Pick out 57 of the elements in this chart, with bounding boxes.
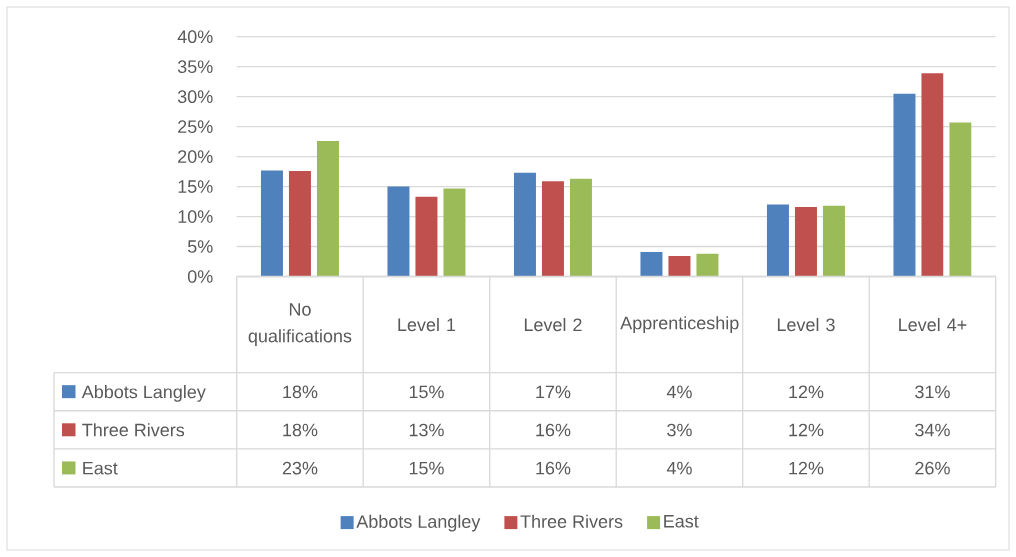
bar	[921, 73, 944, 277]
data-label: 18%	[283, 423, 318, 437]
bar	[415, 196, 438, 277]
y-tick-label: 30%	[177, 90, 213, 104]
bar	[260, 170, 283, 277]
legend-label: Three Rivers	[82, 423, 185, 437]
data-label: 34%	[915, 423, 950, 437]
y-tick-label: 15%	[178, 180, 213, 193]
x-tick-label: Level 3	[777, 317, 835, 332]
data-label: 12%	[789, 423, 824, 437]
text: Abbots Langley	[356, 514, 481, 532]
bar	[696, 253, 719, 277]
y-tick-label: 25%	[178, 120, 213, 133]
bar	[443, 188, 466, 277]
x-tick-label: Level 4+	[899, 317, 967, 332]
data-label: 26%	[915, 461, 950, 475]
data-label: 16%	[536, 423, 571, 437]
bar	[569, 178, 592, 277]
data-label: 13%	[409, 423, 444, 437]
y-tick-label: 5%	[187, 240, 213, 253]
data-label: 17%	[536, 385, 571, 399]
data-label: 12%	[789, 461, 824, 475]
data-label: 23%	[282, 461, 318, 475]
bar	[893, 93, 916, 277]
data-label: 4%	[666, 461, 692, 475]
bar	[541, 181, 564, 277]
data-label: 31%	[915, 385, 950, 399]
bar	[668, 256, 691, 277]
y-tick-label: 40%	[177, 30, 213, 44]
data-label: 12%	[789, 385, 824, 399]
bar	[822, 205, 845, 277]
bar	[513, 172, 536, 277]
bar	[794, 206, 817, 277]
y-tick-label: 35%	[177, 60, 213, 74]
bar	[316, 141, 339, 277]
data-label: 16%	[536, 461, 571, 475]
y-tick-label: 10%	[178, 210, 213, 223]
bar	[288, 170, 311, 277]
text: East	[83, 461, 118, 475]
data-label: 4%	[666, 385, 692, 399]
bar	[949, 122, 972, 277]
x-tick-label: Apprenticeship	[620, 316, 739, 333]
bar	[387, 186, 410, 277]
data-label: 3%	[667, 423, 692, 437]
bar	[766, 204, 789, 277]
x-tick-label: No qualifications	[248, 303, 352, 346]
legend-label: East	[664, 515, 699, 528]
y-tick-label: 20%	[178, 150, 213, 163]
text: Three Rivers	[520, 514, 623, 528]
data-label: 15%	[409, 385, 444, 399]
x-tick-label: Level 1	[398, 317, 456, 332]
bar	[640, 251, 663, 277]
data-label: 18%	[283, 385, 318, 399]
y-tick-label: 0%	[187, 270, 213, 283]
x-tick-label: Level 2	[524, 317, 582, 332]
legend-label: Abbots Langley	[81, 385, 206, 402]
data-label: 15%	[409, 461, 444, 475]
